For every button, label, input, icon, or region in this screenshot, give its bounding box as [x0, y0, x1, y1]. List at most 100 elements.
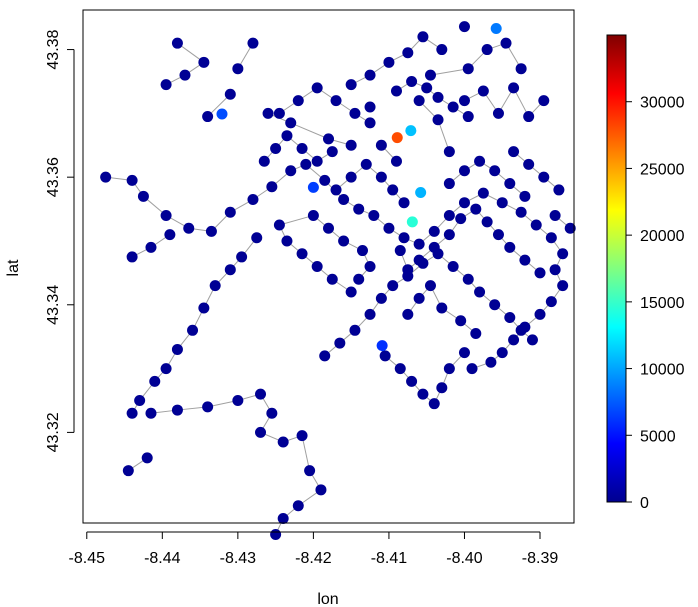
station-point	[224, 264, 236, 276]
station-point	[534, 308, 546, 320]
station-point	[458, 21, 470, 33]
station-point	[353, 203, 365, 215]
highlighted-point	[405, 125, 417, 137]
station-point	[353, 273, 365, 285]
station-point	[126, 251, 138, 263]
station-point	[523, 158, 535, 170]
station-point	[270, 142, 282, 154]
station-point	[364, 117, 376, 129]
station-points	[100, 21, 576, 540]
station-point	[436, 44, 448, 56]
station-point	[406, 75, 418, 87]
station-point	[141, 452, 153, 464]
station-point	[557, 248, 569, 260]
station-point	[436, 382, 448, 394]
station-point	[209, 280, 221, 292]
station-point	[349, 107, 361, 119]
colorbar-tick-label: 0	[640, 495, 649, 512]
station-point	[338, 235, 350, 247]
station-point	[236, 251, 248, 263]
station-point	[432, 114, 444, 126]
station-point	[334, 337, 346, 349]
station-point	[496, 197, 508, 209]
station-point	[349, 324, 361, 336]
station-point	[564, 222, 576, 234]
station-point	[492, 107, 504, 119]
station-point	[428, 225, 440, 237]
highlighted-point	[216, 108, 228, 120]
station-point	[519, 190, 531, 202]
x-tick-label: -8.42	[295, 550, 332, 567]
station-point	[508, 82, 520, 94]
station-point	[455, 213, 467, 225]
x-axis-title: lon	[317, 591, 338, 607]
station-point	[319, 350, 331, 362]
station-point	[300, 158, 312, 170]
y-axis: 43.32 43.34 43.36 43.38	[45, 29, 75, 452]
station-point	[398, 197, 410, 209]
station-point	[413, 95, 425, 107]
station-point	[345, 286, 357, 298]
station-point	[477, 187, 489, 199]
x-tick-label: -8.40	[446, 550, 483, 567]
station-point	[523, 111, 535, 123]
station-point	[428, 241, 440, 253]
station-point	[413, 254, 425, 266]
station-point	[364, 101, 376, 113]
street-segment	[279, 214, 314, 226]
station-point	[470, 327, 482, 339]
station-point	[258, 155, 270, 167]
station-point	[262, 107, 274, 119]
station-point	[402, 264, 414, 276]
station-point	[171, 404, 183, 416]
station-point	[417, 388, 429, 400]
station-point	[398, 232, 410, 244]
colorbar-tick-label: 25000	[640, 161, 685, 178]
station-point	[413, 292, 425, 304]
station-point	[428, 398, 440, 410]
station-point	[477, 85, 489, 97]
station-point	[202, 401, 214, 413]
colorbar-axis: 0 5000 10000 15000 20000 25000 30000	[626, 95, 685, 512]
station-point	[538, 95, 550, 107]
station-point	[504, 178, 516, 190]
station-point	[394, 245, 406, 257]
station-point	[179, 69, 191, 81]
station-point	[187, 324, 199, 336]
station-point	[232, 394, 244, 406]
station-point	[462, 63, 474, 75]
highlighted-point	[406, 216, 418, 228]
station-point	[462, 111, 474, 123]
station-point	[424, 69, 436, 81]
colorbar-tick-label: 20000	[640, 228, 685, 245]
y-tick-label: 43.36	[45, 157, 62, 197]
station-point	[364, 261, 376, 272]
station-point	[281, 130, 293, 142]
station-point	[122, 465, 134, 477]
station-point	[232, 63, 244, 75]
station-point	[307, 209, 319, 221]
station-point	[149, 375, 161, 387]
station-point	[526, 334, 538, 346]
station-point	[515, 63, 527, 75]
station-point	[447, 101, 459, 113]
station-point	[394, 363, 406, 375]
station-point	[481, 216, 493, 228]
station-point	[458, 197, 470, 209]
station-point	[345, 171, 357, 183]
station-point	[296, 248, 308, 260]
station-point	[432, 91, 444, 103]
station-point	[311, 82, 323, 94]
station-point	[198, 302, 210, 314]
station-point	[171, 37, 183, 49]
station-point	[137, 190, 149, 202]
colorbar-tick-label: 15000	[640, 295, 685, 312]
station-point	[273, 219, 285, 231]
station-point	[266, 181, 278, 193]
station-point	[515, 324, 527, 336]
station-point	[538, 171, 550, 183]
station-point	[224, 206, 236, 218]
y-tick-label: 43.38	[45, 29, 62, 69]
station-point	[379, 350, 391, 362]
y-tick-label: 43.32	[45, 412, 62, 452]
